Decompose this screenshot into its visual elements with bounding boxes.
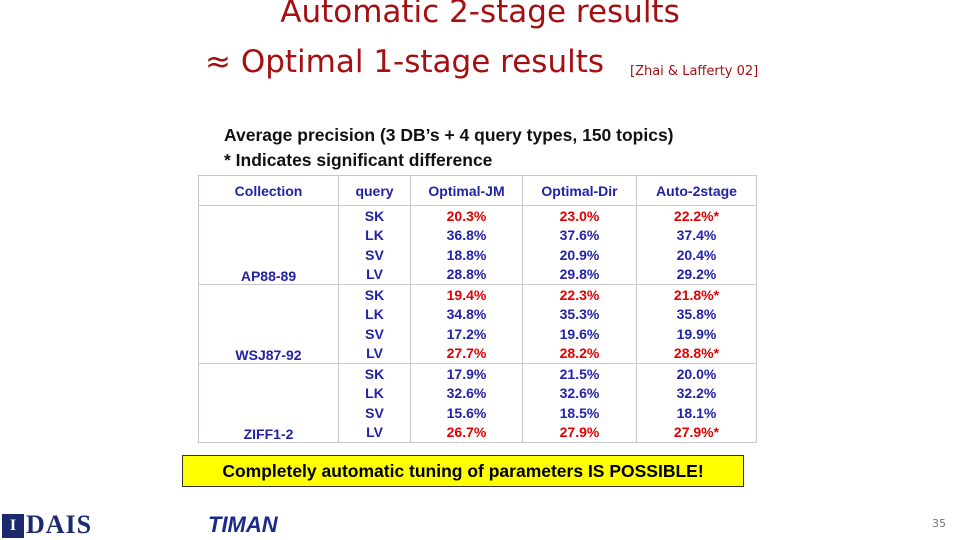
value-cell: 37.4% [636, 225, 757, 245]
value-cell: 21.8%* [636, 284, 757, 305]
value-cell: 20.9% [522, 245, 637, 265]
value-cell: 27.7% [410, 343, 523, 364]
subtitle: * Indicates significant difference [224, 150, 493, 170]
query-cell: SK [338, 363, 411, 384]
banner: Completely automatic tuning of parameter… [182, 455, 744, 487]
value-cell: 18.1% [636, 403, 757, 423]
value-cell: 27.9% [522, 422, 637, 443]
header-row: Collection query Optimal-JM Optimal-Dir Auto… [198, 175, 757, 206]
query-cell: LV [338, 422, 411, 443]
table-row: AP88-89 SK 20.3% 23.0% 22.2%* [198, 205, 757, 285]
value-cell: 28.2% [522, 343, 637, 364]
value-cell: 17.9% [410, 363, 523, 384]
table-row: LK 32.6% 32.6% 32.2% [199, 383, 757, 403]
value-cell: 19.9% [636, 324, 757, 344]
header-cell: Optimal-Dir [522, 175, 637, 206]
value-cell: 21.5% [522, 363, 637, 384]
query-cell: SV [338, 403, 411, 423]
query-cell: LV [338, 264, 411, 285]
logo: DAIS [26, 510, 93, 539]
query-cell: LK [338, 383, 411, 403]
citation: [Zhai & Lafferty 02] [630, 64, 759, 79]
table-row: SV 15.6% 18.5% 18.1% [199, 403, 757, 423]
value-cell: 18.8% [410, 245, 523, 265]
table-row: SV 17.2% 19.6% 19.9% [199, 324, 757, 344]
title-line: ≈ Optimal 1-stage results [205, 44, 605, 80]
title-line: Automatic 2-stage results [280, 0, 680, 30]
query-cell: SV [338, 324, 411, 344]
value-cell: 27.9%* [636, 422, 757, 443]
subtitle: Average precision (3 DB’s + 4 query type… [224, 125, 674, 145]
table-row: LV 26.7% 27.9% 27.9%* [199, 422, 757, 443]
value-cell: 22.3% [522, 284, 637, 305]
collection-cell: ZIFF1-2 [198, 363, 339, 443]
value-cell: 37.6% [522, 225, 637, 245]
value-cell: 28.8% [410, 264, 523, 285]
value-cell: 20.3% [410, 205, 523, 226]
value-cell: 32.6% [410, 383, 523, 403]
page-number: 35 [932, 517, 946, 530]
value-cell: 35.3% [522, 304, 637, 324]
query-cell: SK [338, 284, 411, 305]
value-cell: 23.0% [522, 205, 637, 226]
query-cell: LK [338, 304, 411, 324]
value-cell: 20.0% [636, 363, 757, 384]
value-cell: 15.6% [410, 403, 523, 423]
header-cell: query [338, 175, 411, 206]
table-row: LK 34.8% 35.3% 35.8% [199, 304, 757, 324]
query-cell: SV [338, 245, 411, 265]
value-cell: 19.6% [522, 324, 637, 344]
value-cell: 17.2% [410, 324, 523, 344]
value-cell: 32.6% [522, 383, 637, 403]
logo: TIMAN [208, 512, 278, 537]
header-cell: Optimal-JM [410, 175, 523, 206]
value-cell: 22.2%* [636, 205, 757, 226]
table-row: WSJ87-92 SK 19.4% 22.3% 21.8%* [198, 284, 757, 364]
header-cell: Auto-2stage [636, 175, 757, 206]
value-cell: 29.2% [636, 264, 757, 285]
value-cell: 18.5% [522, 403, 637, 423]
value-cell: 26.7% [410, 422, 523, 443]
header-cell: Collection [198, 175, 339, 206]
table-row: SV 18.8% 20.9% 20.4% [199, 245, 757, 265]
value-cell: 29.8% [522, 264, 637, 285]
collection-cell: AP88-89 [198, 205, 339, 285]
collection-cell: WSJ87-92 [198, 284, 339, 364]
table-row: LV 28.8% 29.8% 29.2% [199, 264, 757, 285]
value-cell: 20.4% [636, 245, 757, 265]
table-row: ZIFF1-2 SK 17.9% 21.5% 20.0% [198, 363, 757, 443]
logo-mark: I [2, 514, 24, 538]
value-cell: 34.8% [410, 304, 523, 324]
value-cell: 32.2% [636, 383, 757, 403]
query-cell: SK [338, 205, 411, 226]
table-row: LK 36.8% 37.6% 37.4% [199, 225, 757, 245]
value-cell: 36.8% [410, 225, 523, 245]
value-cell: 19.4% [410, 284, 523, 305]
results-table: Collection query Optimal-JM Optimal-Dir Auto… [198, 175, 757, 443]
value-cell: 28.8%* [636, 343, 757, 364]
query-cell: LK [338, 225, 411, 245]
value-cell: 35.8% [636, 304, 757, 324]
query-cell: LV [338, 343, 411, 364]
